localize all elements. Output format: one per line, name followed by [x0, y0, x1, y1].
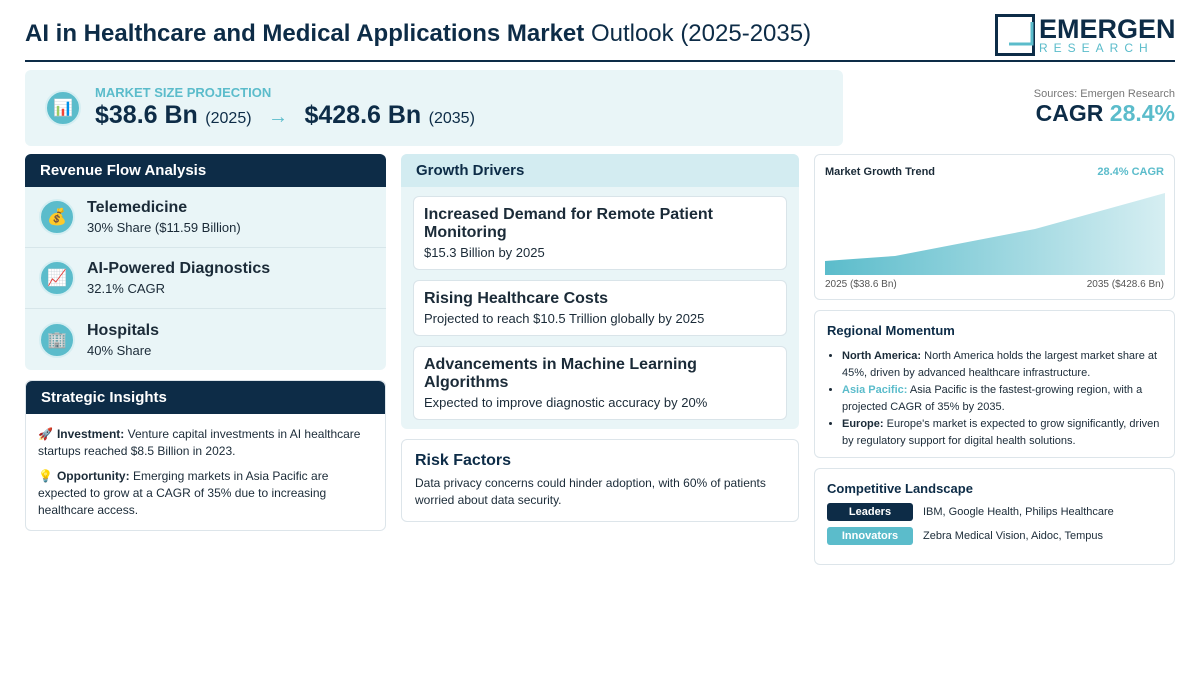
start-value: $38.6 Bn	[95, 101, 198, 129]
competitor-row: Leaders IBM, Google Health, Philips Healt…	[827, 503, 1162, 521]
arrow: →	[268, 106, 288, 128]
drivers-list: Increased Demand for Remote Patient Moni…	[401, 196, 799, 420]
trend-card: Market Growth Trend 28.4% CAGR 2025 ($38…	[814, 154, 1175, 300]
item-name: AI-Powered Diagnostics	[87, 260, 271, 277]
revenue-item: 📈 AI-Powered Diagnostics 32.1% CAGR	[25, 248, 386, 309]
item-icon: 🏢	[39, 321, 75, 358]
trend-start: 2025 ($38.6 Bn)	[825, 279, 897, 290]
cagr-label: CAGR	[1035, 100, 1104, 126]
sources: Sources: Emergen Research	[1033, 88, 1175, 100]
insight-label: Opportunity:	[56, 469, 130, 483]
insight: 💡 Opportunity: Emerging markets in Asia P…	[38, 468, 373, 519]
driver: Rising Healthcare Costs Projected to reac…	[413, 280, 787, 336]
header-rule	[25, 60, 1175, 62]
competitor-tag: Leaders	[827, 503, 913, 521]
item-detail: 40% Share	[87, 342, 152, 358]
driver-title: Increased Demand for Remote Patient Moni…	[424, 206, 713, 241]
insights-card: Strategic Insights 🚀 Investment: Venture …	[25, 380, 386, 531]
revenue-card: Revenue Flow Analysis 💰 Telemedicine 30% S…	[25, 154, 386, 370]
end-year: (2035)	[428, 110, 475, 127]
card-title: Revenue Flow Analysis	[25, 154, 386, 187]
projection-values: $38.6 Bn (2025) → $428.6 Bn (2035)	[95, 101, 475, 130]
revenue-list: 💰 Telemedicine 30% Share ($11.59 Billion) 📈…	[25, 187, 386, 370]
insight: 🚀 Investment: Venture capital investments…	[38, 426, 373, 460]
card-title: Competitive Landscape	[827, 481, 973, 496]
trend-title: Market Growth Trend	[825, 166, 936, 178]
region-name: Asia Pacific:	[842, 384, 908, 396]
page-title: AI in Healthcare and Medical Application…	[25, 20, 811, 48]
driver-detail: $15.3 Billion by 2025	[424, 245, 545, 260]
driver: Advancements in Machine Learning Algorit…	[413, 346, 787, 420]
region-text: Asia Pacific is the fastest-growing regi…	[842, 384, 1143, 413]
item-icon: 📈	[39, 260, 75, 296]
region-text: North America holds the largest market s…	[842, 350, 1158, 379]
projection-icon: 📊	[45, 90, 81, 126]
trend-cagr: 28.4% CAGR	[1097, 166, 1164, 178]
projection-panel: 📊 MARKET SIZE PROJECTION $38.6 Bn (2025)…	[25, 70, 843, 146]
cagr: CAGR 28.4%	[1036, 100, 1175, 127]
region-item: Europe: Europe's market is expected to g…	[842, 416, 1162, 449]
item-name: Hospitals	[87, 321, 160, 339]
driver-detail: Expected to improve diagnostic accuracy …	[424, 395, 708, 410]
driver: Increased Demand for Remote Patient Moni…	[413, 196, 787, 270]
item-text: Telemedicine 30% Share ($11.59 Billion)	[87, 199, 241, 235]
insight-text: Venture capital investments in AI health…	[38, 427, 361, 458]
region-name: North America:	[842, 350, 922, 362]
cagr-value: 28.4%	[1109, 100, 1175, 126]
insight-icon: 🚀	[38, 427, 53, 441]
revenue-item: 💰 Telemedicine 30% Share ($11.59 Billion)	[25, 187, 386, 248]
driver-title: Rising Healthcare Costs	[424, 290, 609, 307]
insights-list: 🚀 Investment: Venture capital investments…	[26, 414, 385, 519]
card-title: Risk Factors	[415, 452, 512, 469]
regional-list: North America: North America holds the l…	[827, 348, 1162, 449]
item-text: Hospitals 40% Share	[87, 322, 159, 358]
title-light: Outlook (2025-2035)	[590, 20, 812, 47]
region-item: Asia Pacific: Asia Pacific is the fastes…	[842, 382, 1162, 415]
item-detail: 30% Share ($11.59 Billion)	[87, 220, 241, 235]
item-text: AI-Powered Diagnostics 32.1% CAGR	[87, 260, 270, 296]
drivers-card: Growth Drivers Increased Demand for Remo…	[401, 154, 799, 429]
insight-icon: 💡	[38, 469, 53, 483]
competitor-row: Innovators Zebra Medical Vision, Aidoc, T…	[827, 527, 1162, 545]
trend-area	[825, 193, 1165, 275]
region-text: Europe's market is expected to grow sign…	[842, 418, 1160, 447]
regional-card: Regional Momentum North America: North A…	[814, 310, 1175, 458]
competitor-text: IBM, Google Health, Philips Healthcare	[923, 506, 1114, 518]
competitive-card: Competitive Landscape Leaders IBM, Google…	[814, 468, 1175, 565]
insight-label: Investment:	[56, 427, 125, 441]
competitor-text: Zebra Medical Vision, Aidoc, Tempus	[923, 530, 1103, 542]
projection-label: MARKET SIZE PROJECTION	[95, 85, 272, 100]
item-detail: 32.1% CAGR	[87, 281, 166, 296]
revenue-item: 🏢 Hospitals 40% Share	[25, 309, 386, 370]
card-title: Growth Drivers	[401, 154, 799, 187]
trend-end: 2035 ($428.6 Bn)	[1086, 279, 1164, 290]
card-title: Strategic Insights	[26, 381, 385, 414]
logo-main: EMERGEN	[1039, 14, 1176, 44]
item-icon: 💰	[39, 199, 75, 235]
start-year: (2025)	[205, 110, 252, 127]
title-bold: AI in Healthcare and Medical Application…	[25, 20, 585, 47]
driver-detail: Projected to reach $10.5 Trillion global…	[424, 311, 705, 326]
region-name: Europe:	[842, 418, 884, 430]
region-item: North America: North America holds the l…	[842, 348, 1162, 381]
card-title: Regional Momentum	[827, 323, 955, 338]
driver-title: Advancements in Machine Learning Algorit…	[424, 356, 697, 391]
logo-sub: RESEARCH	[1039, 41, 1154, 55]
competitor-tag: Innovators	[827, 527, 913, 545]
item-name: Telemedicine	[87, 199, 188, 216]
logo: EMERGEN RESEARCH	[995, 14, 1176, 56]
risk-text: Data privacy concerns could hinder adopt…	[415, 476, 766, 507]
end-value: $428.6 Bn	[304, 101, 422, 129]
competitive-list: Leaders IBM, Google Health, Philips Healt…	[827, 503, 1162, 545]
risk-card: Risk Factors Data privacy concerns could…	[401, 439, 799, 522]
logo-mark	[995, 14, 1035, 56]
insight-text: Emerging markets in Asia Pacific are exp…	[38, 469, 329, 517]
